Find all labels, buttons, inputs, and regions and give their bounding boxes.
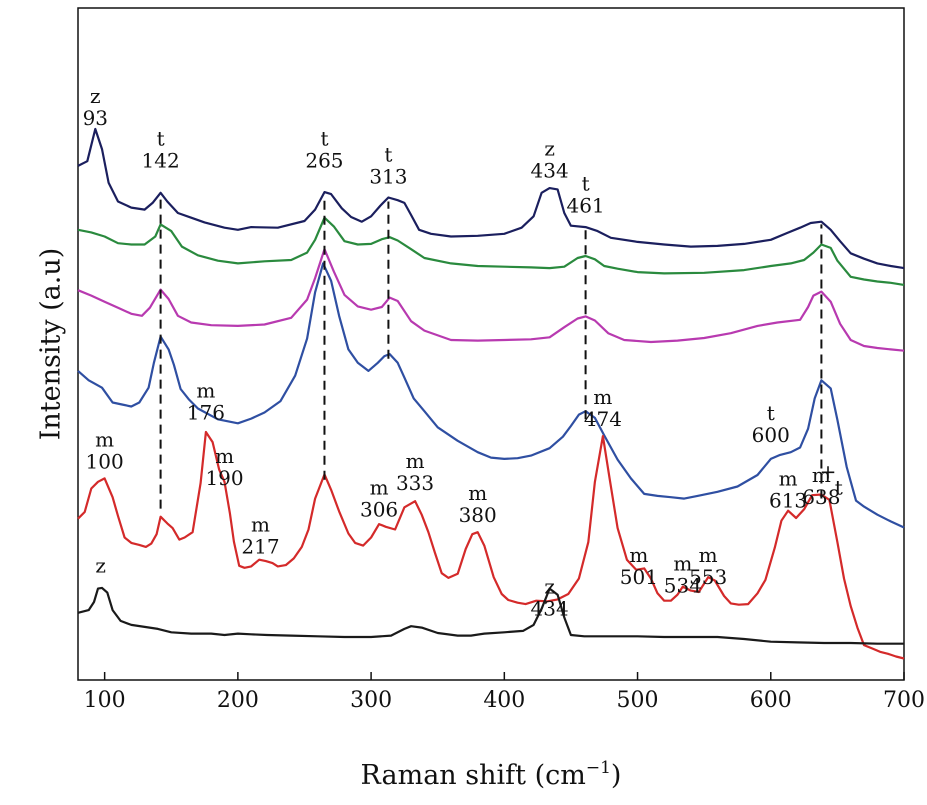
x-tick-label-100: 100 [84,688,126,713]
peak-label-1-line-2: 93 [83,106,108,130]
peak-label-8-line-2: 176 [187,400,225,424]
peak-label-14-line-1: m [593,385,612,409]
spectrum-line-5 [77,430,905,660]
x-axis-title-close: ) [611,760,622,791]
spectrum-line-2 [77,216,905,286]
peak-label-21-line-2: 434 [531,596,569,620]
series-layer [77,127,905,660]
peak-label-10-line-2: 217 [241,535,279,559]
peak-label-3-line-1: t [320,126,328,150]
spectrum-line-3 [77,248,905,352]
spectrum-line-1 [77,127,905,270]
peak-label-13-line-1: m [468,481,487,505]
peak-label-5-line-2: 434 [531,158,569,182]
spectrum-line-4 [77,262,905,529]
peak-label-12-line-1: m [406,449,425,473]
x-tick-label-300: 300 [350,688,392,713]
y-axis-title: Intensity (a.u) [36,248,67,441]
peak-label-10-line-1: m [251,513,270,537]
peak-label-2-line-2: 142 [142,148,180,172]
peak-label-9-line-2: 190 [205,466,243,490]
peak-label-2-line-1: t [157,126,165,150]
peak-label-8-line-1: m [196,378,215,402]
peak-label-3-line-2: 265 [305,148,343,172]
peak-label-6-line-2: 461 [566,193,604,217]
x-tick-label-400: 400 [483,688,525,713]
peak-label-17-line-1: m [673,552,692,576]
peak-label-16-line-1: m [629,543,648,567]
peak-label-12-line-2: 333 [396,471,434,495]
peak-label-21-line-1: z [544,574,555,598]
peak-label-20-line-2: 638 [802,485,840,509]
peak-label-7-line-1: m [95,427,114,451]
extra-label-1: + [820,459,837,483]
plot-frame [77,7,905,681]
spectrum-line-6 [77,586,904,645]
x-axis-title-main: Raman shift (cm [361,760,586,791]
peak-label-14-line-2: 474 [584,407,622,431]
dashed-guides [159,194,823,509]
extra-label-2: t [835,476,843,500]
peak-label-4-line-1: t [384,142,392,166]
peak-label-6-line-1: t [582,171,590,195]
peak-label-11-line-2: 306 [360,498,398,522]
x-tick-label-700: 700 [883,688,925,713]
x-axis-title: Raman shift (cm−1) [361,758,622,791]
peak-label-5-line-1: z [544,136,555,160]
x-axis-title-superscript: −1 [586,758,611,778]
peak-label-15-line-1: t [767,401,775,425]
peak-label-18-line-2: 553 [689,565,727,589]
x-tick-label-200: 200 [217,688,259,713]
peak-label-15-line-2: 600 [752,423,790,447]
peak-label-7-line-2: 100 [86,449,124,473]
peak-label-13-line-2: 380 [459,503,497,527]
peak-label-16-line-2: 501 [620,565,658,589]
peak-label-9-line-1: m [215,444,234,468]
peak-label-20-line-1: m [812,463,831,487]
x-axis-ticks: 100 200 300 400 500 600 700 [84,672,925,713]
x-tick-label-500: 500 [617,688,659,713]
peak-label-22-line-1: z [95,553,106,577]
peak-label-1-line-1: z [90,84,101,108]
peak-label-4-line-2: 313 [369,164,407,188]
peak-label-18-line-1: m [699,543,718,567]
peak-label-17-line-2: 534 [664,574,702,598]
peak-label-19-line-2: 613 [769,488,807,512]
peak-label-19-line-1: m [779,466,798,490]
peak-label-11-line-1: m [370,476,389,500]
x-tick-label-600: 600 [750,688,792,713]
